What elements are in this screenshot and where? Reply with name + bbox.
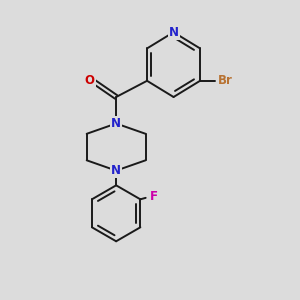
Text: F: F	[150, 190, 158, 203]
Text: O: O	[85, 74, 94, 87]
Text: N: N	[169, 26, 178, 39]
Text: N: N	[111, 117, 121, 130]
Text: N: N	[111, 164, 121, 177]
Text: Br: Br	[218, 74, 232, 87]
